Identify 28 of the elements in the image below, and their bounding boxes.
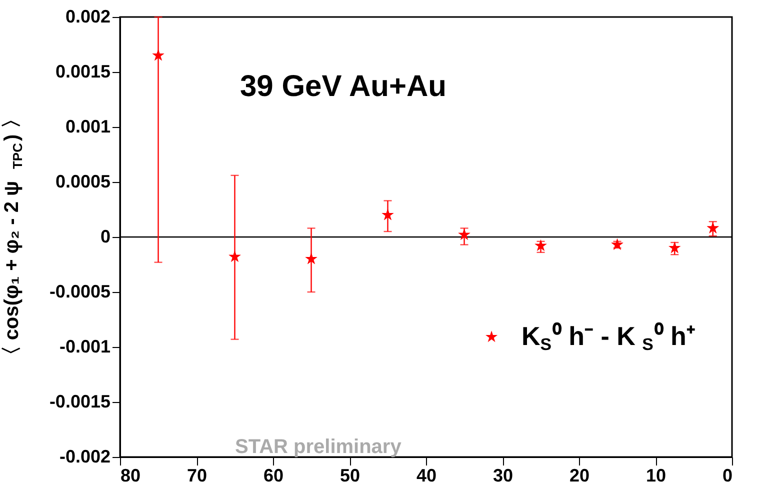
x-tick-label: 50 [340, 466, 360, 486]
x-tick-label: 30 [492, 466, 514, 486]
point [228, 250, 241, 262]
x-tick-label: 0 [722, 466, 732, 486]
point [458, 228, 470, 240]
point [611, 238, 624, 250]
point [382, 208, 394, 220]
point [706, 222, 719, 234]
x-tick-label: 70 [186, 466, 208, 486]
y-tick-label: 0 [100, 226, 110, 246]
y-tick-label: -0.0005 [49, 282, 110, 302]
point [305, 252, 318, 264]
annotation: 39 GeV Au+Au [240, 70, 446, 103]
y-tick-label: 0.001 [65, 116, 110, 136]
x-tick-label: 60 [263, 466, 284, 486]
x-tick-label: 20 [569, 466, 590, 486]
y-tick-label: 0.002 [65, 6, 110, 26]
y-tick-label: -0.002 [59, 446, 110, 466]
x-tick-label: 80 [120, 466, 141, 486]
y-tick-label: -0.0015 [49, 392, 110, 412]
y-tick-label: 0.0005 [55, 172, 110, 192]
annotation: STAR preliminary [235, 436, 402, 458]
y-tick-label: -0.001 [59, 336, 110, 356]
y-tick-label: 0.0015 [55, 62, 110, 82]
point [152, 49, 164, 61]
x-tick-label: 40 [416, 466, 437, 486]
y-axis-title: 〈 cos(φ₁ + φ₂ - 2 ψTPC) 〉 [1, 108, 25, 366]
x-tick-label: 10 [646, 466, 666, 486]
